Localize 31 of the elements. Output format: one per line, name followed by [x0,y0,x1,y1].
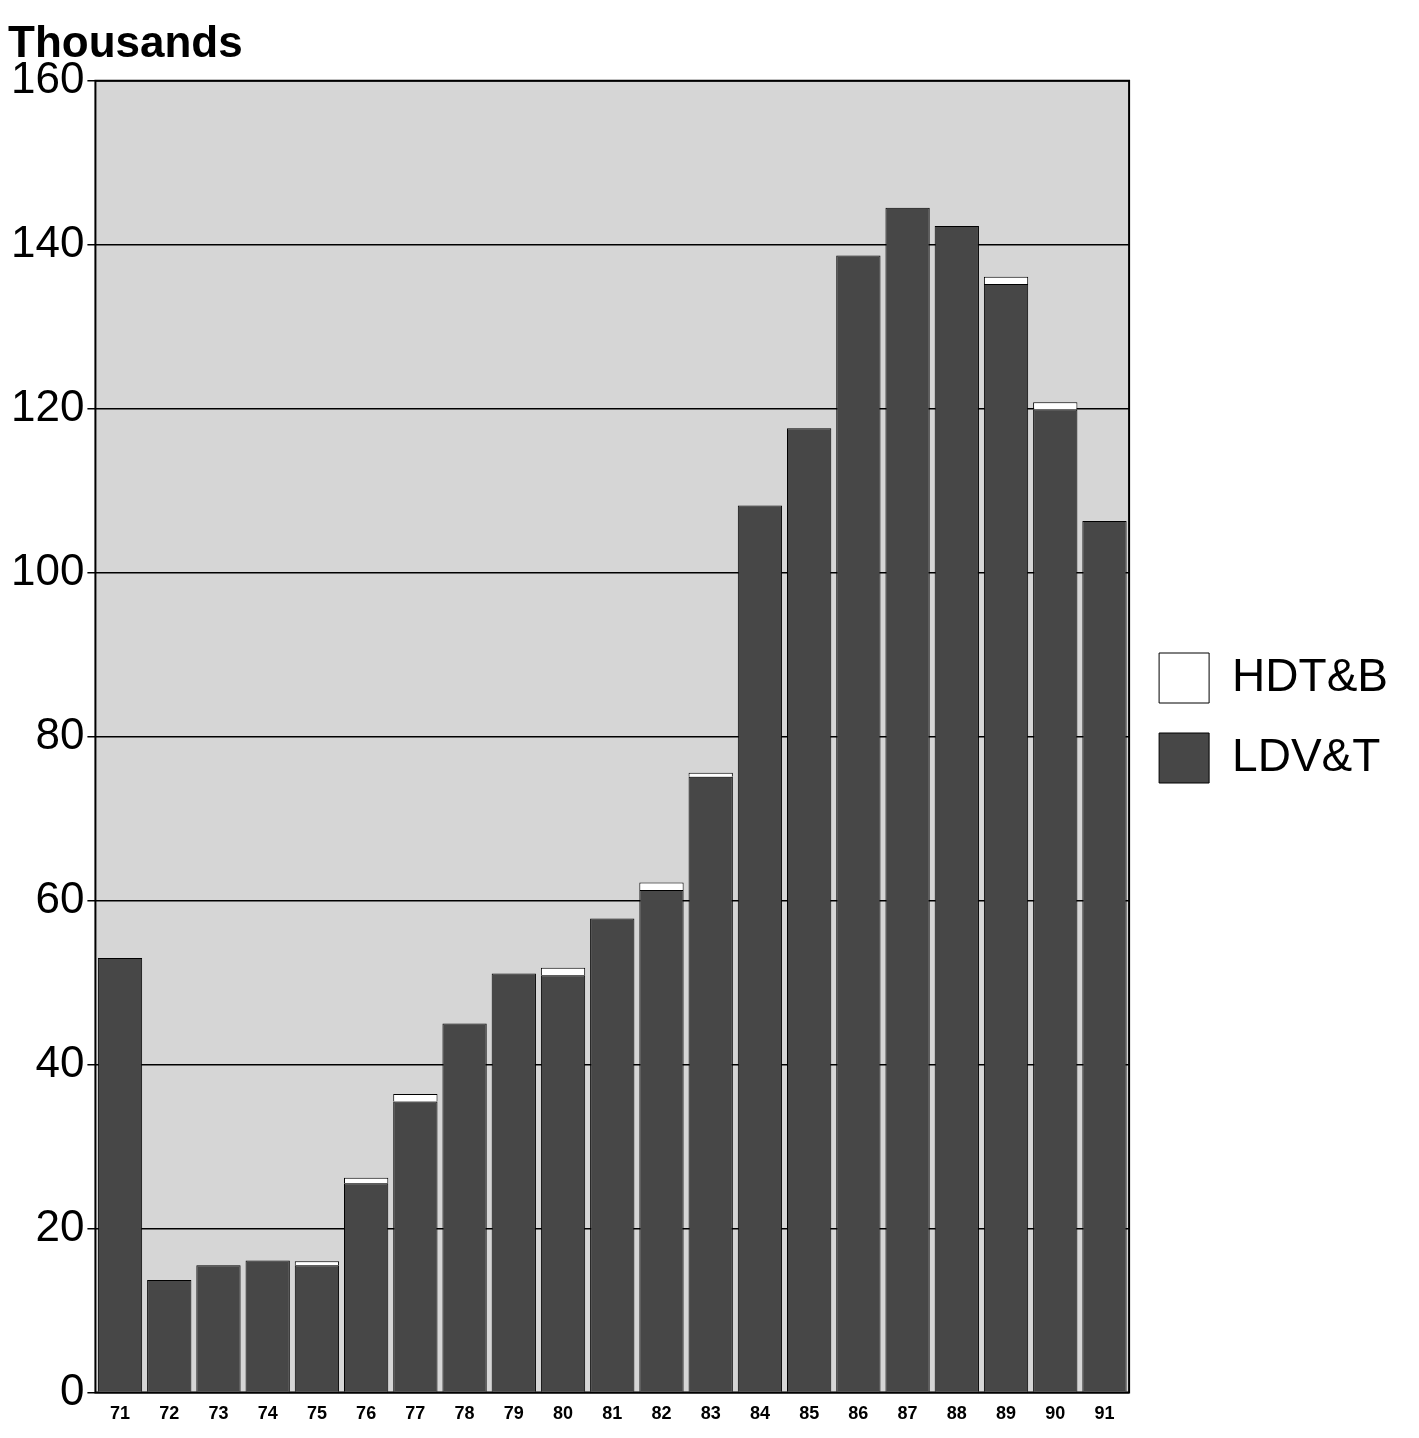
x-tick-label: 75 [306,1403,327,1424]
x-tick-label: 76 [356,1403,377,1424]
x-tick-label: 85 [799,1403,820,1424]
y-tick-label: 60 [35,872,85,922]
y-tick-label: 120 [10,380,85,430]
x-tick-label: 87 [897,1403,918,1424]
x-tick-label: 78 [454,1403,475,1424]
y-tick-label: 20 [35,1200,85,1250]
x-tick-label: 74 [257,1403,278,1424]
x-tick-label: 88 [946,1403,967,1424]
x-tick-label: 86 [848,1403,869,1424]
x-tick-label: 73 [208,1403,229,1424]
y-tick-label: 100 [10,544,85,594]
x-tick-label: 81 [602,1403,623,1424]
x-tick-label: 80 [553,1403,574,1424]
x-tick-label: 72 [159,1403,180,1424]
x-tick-label: 83 [700,1403,721,1424]
legend-label: HDT&B [1232,648,1388,701]
x-tick-label: 89 [996,1403,1017,1424]
x-tick-label: 77 [405,1403,426,1424]
y-tick-label: 0 [59,1364,85,1414]
x-tick-label: 82 [651,1403,672,1424]
y-tick-label: 80 [35,708,85,758]
legend-label: LDV&T [1232,728,1381,781]
y-tick-label: 40 [35,1036,85,1086]
x-tick-label: 90 [1045,1403,1066,1424]
x-tick-label: 71 [110,1403,131,1424]
x-tick-label: 84 [749,1403,770,1424]
x-tick-label: 79 [503,1403,524,1424]
y-tick-label: 140 [10,216,85,266]
x-tick-label: 91 [1094,1403,1115,1424]
